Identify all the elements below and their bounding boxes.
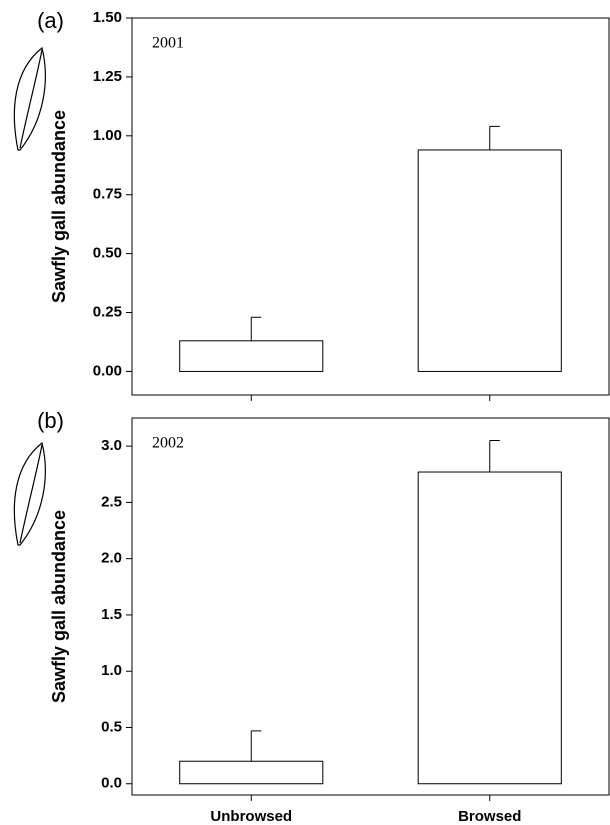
y-tick-label: 0.00 [93,362,122,379]
y-tick-label: 2.0 [101,550,122,567]
error-bar [489,440,500,473]
plot-frame [131,417,610,796]
bar [179,340,324,372]
annotation: 2001 [152,35,184,52]
y-tick-label: 0.25 [93,304,122,321]
error-bar [489,125,500,150]
error-bar [250,730,262,762]
bar [179,760,324,785]
y-tick-label: 1.50 [93,9,122,26]
y-tick-label: 1.00 [93,127,122,144]
bar [417,149,562,372]
panel-label: (b) [37,408,64,433]
x-tick-label: Unbrowsed [210,808,292,825]
y-tick-label: 0.5 [101,718,122,735]
panel-label: (a) [37,8,64,33]
y-tick-label: 0.0 [101,775,122,792]
y-tick-label: 0.75 [93,186,122,203]
bar [417,471,562,785]
y-tick-label: 1.5 [101,606,122,623]
y-tick-label: 1.25 [93,68,122,85]
y-tick-label: 0.50 [93,245,122,262]
leaf-icon [13,46,46,546]
plot-frame [131,17,610,396]
y-axis-label: Sawfly gall abundance [49,510,69,703]
x-tick-label: Browsed [458,808,521,825]
y-tick-label: 1.0 [101,662,122,679]
y-tick-label: 3.0 [101,437,122,454]
annotation: 2002 [152,435,184,452]
y-tick-label: 2.5 [101,493,122,510]
y-axis-label: Sawfly gall abundance [49,110,69,303]
error-bar [250,316,262,341]
